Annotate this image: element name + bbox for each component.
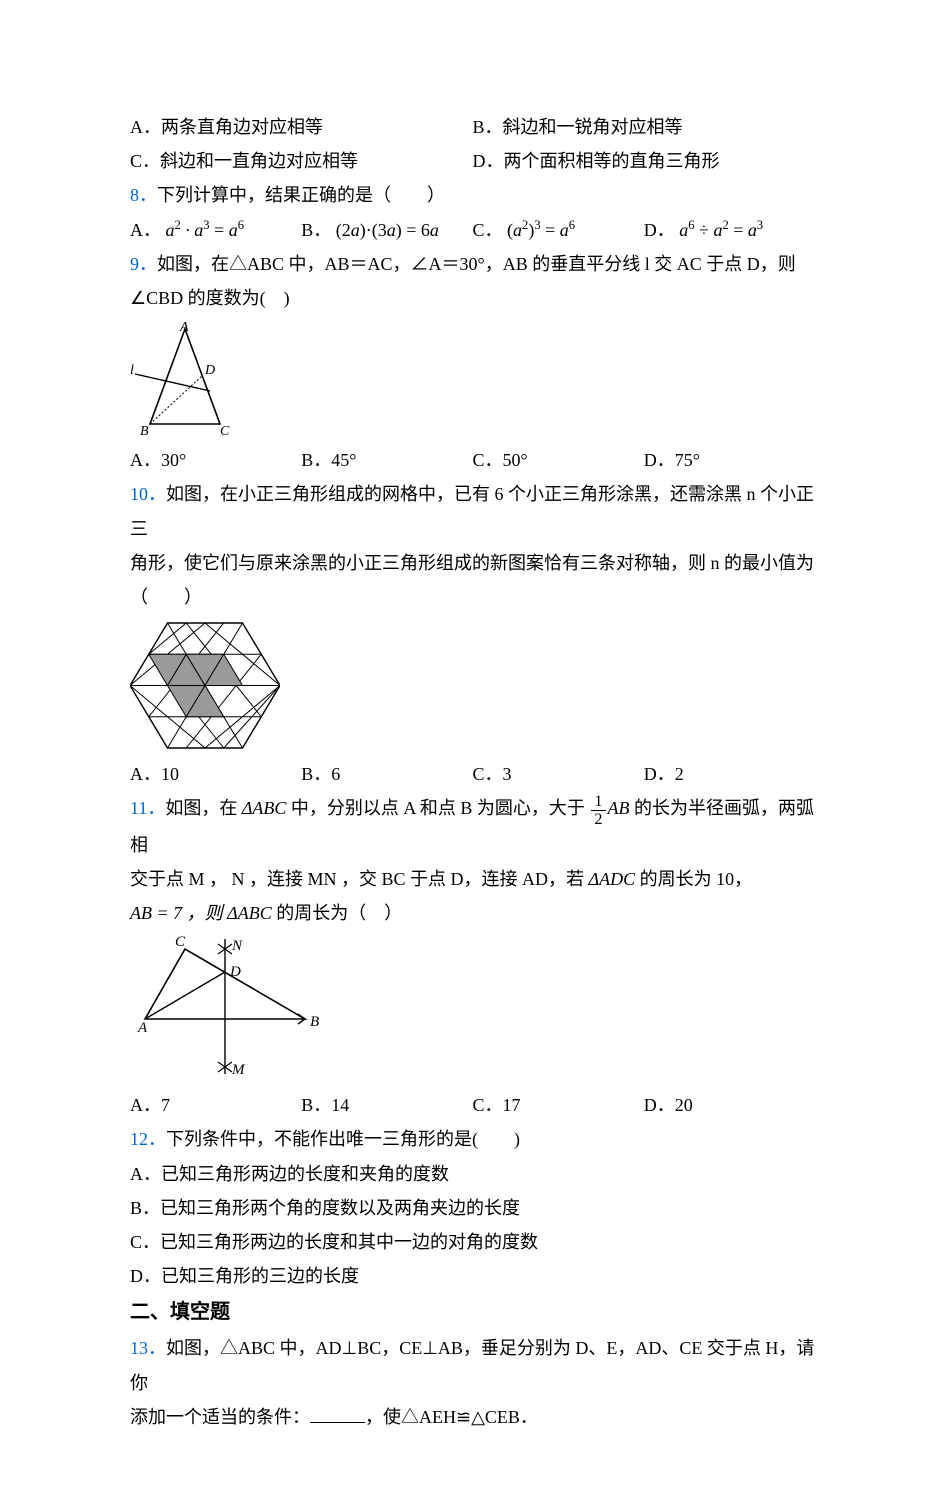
q11-number: 11． (130, 798, 165, 818)
q11-svg: A B C D N M (130, 934, 330, 1084)
q8-b-prefix: B． (301, 220, 331, 240)
q12-option-b: B．已知三角形两个角的度数以及两角夹边的长度 (130, 1191, 815, 1225)
q11-figure: A B C D N M (130, 934, 815, 1084)
q9-option-b: B．45° (301, 443, 472, 477)
q10-svg (130, 618, 280, 753)
q11-label-M: M (231, 1062, 246, 1078)
q12-option-a: A．已知三角形两边的长度和夹角的度数 (130, 1157, 815, 1191)
q11-t3b: 的周长为（ ） (272, 903, 403, 923)
q13-stem-line1: 13．如图，△ABC 中，AD⊥BC，CE⊥AB，垂足分别为 D、E，AD、CE… (130, 1331, 815, 1399)
q11-label-C: C (175, 934, 186, 950)
q12-stem: 12．下列条件中，不能作出唯一三角形的是( ) (130, 1122, 815, 1156)
q10-option-d: D．2 (644, 757, 815, 791)
q9-option-a: A．30° (130, 443, 301, 477)
q8-stem: 8．下列计算中，结果正确的是（ ） (130, 178, 815, 212)
q8-option-d: D． a6 ÷ a2 = a3 (644, 213, 815, 247)
q9-stem-line2: ∠CBD 的度数为( ) (130, 281, 815, 315)
q9-label-D: D (204, 363, 215, 378)
q11-label-N: N (231, 938, 243, 954)
q9-number: 9． (130, 254, 157, 274)
q13-stem-line2: 添加一个适当的条件： ，使△AEH≌△CEB． (130, 1400, 815, 1434)
q11-t1a: 如图，在 (165, 798, 242, 818)
q13-t2b: ，使△AEH≌△CEB． (365, 1407, 538, 1427)
q12-text: 下列条件中，不能作出唯一三角形的是( ) (166, 1129, 520, 1149)
q11-option-b: B．14 (301, 1088, 472, 1122)
q11-option-d: D．20 (644, 1088, 815, 1122)
q8-d-prefix: D． (644, 220, 675, 240)
q11-frac: 12 (591, 793, 605, 828)
q8-b-math: (2a)·(3a) = 6a (336, 220, 439, 240)
q11-frac-after: AB (608, 798, 630, 818)
q10-stem-line1: 10．如图，在小正三角形组成的网格中，已有 6 个小正三角形涂黑，还需涂黑 n … (130, 477, 815, 545)
fill-blank (310, 1404, 365, 1423)
section-2-title: 二、填空题 (130, 1293, 815, 1331)
q8-c-prefix: C． (473, 220, 503, 240)
q11-t2b: 的周长为 10， (635, 869, 752, 889)
q11-label-D: D (229, 964, 241, 980)
q9-label-B: B (140, 424, 149, 439)
q11-options: A．7 B．14 C．17 D．20 (130, 1088, 815, 1122)
q8-a-prefix: A． (130, 220, 161, 240)
exam-page: A．两条直角边对应相等 B．斜边和一锐角对应相等 C．斜边和一直角边对应相等 D… (0, 0, 945, 1494)
q11-tri3: ΔABC (227, 903, 272, 923)
q9-stem-line1: 9．如图，在△ABC 中，AB＝AC，∠A＝30°，AB 的垂直平分线 l 交 … (130, 247, 815, 281)
q11-stem-line2: 交于点 M ， N ，连接 MN ，交 BC 于点 D，连接 AD，若 ΔADC… (130, 862, 815, 896)
q10-option-a: A．10 (130, 757, 301, 791)
q9-label-C: C (220, 424, 230, 439)
q11-t1b: 中，分别以点 A 和点 B 为圆心，大于 (286, 798, 589, 818)
q8-option-a: A． a2 · a3 = a6 (130, 213, 301, 247)
q10-figure (130, 618, 815, 753)
q12-number: 12． (130, 1129, 166, 1149)
q11-option-c: C．17 (473, 1088, 644, 1122)
q11-tri1: ΔABC (242, 798, 287, 818)
q7-options-row2: C．斜边和一直角边对应相等 D．两个面积相等的直角三角形 (130, 144, 815, 178)
q8-option-c: C． (a2)3 = a6 (473, 213, 644, 247)
q7-option-b: B．斜边和一锐角对应相等 (473, 110, 816, 144)
q7-option-d: D．两个面积相等的直角三角形 (473, 144, 816, 178)
q9-option-d: D．75° (644, 443, 815, 477)
q8-c-math: (a2)3 = a6 (507, 220, 575, 240)
q10-number: 10． (130, 484, 166, 504)
q10-stem-line3: （ ） (130, 580, 815, 614)
q7-option-a: A．两条直角边对应相等 (130, 110, 473, 144)
q13-text1: 如图，△ABC 中，AD⊥BC，CE⊥AB，垂足分别为 D、E，AD、CE 交于… (130, 1338, 814, 1392)
frac-d: 2 (591, 811, 605, 828)
q8-option-b: B． (2a)·(3a) = 6a (301, 213, 472, 247)
q8-options: A． a2 · a3 = a6 B． (2a)·(3a) = 6a C． (a2… (130, 213, 815, 247)
q13-number: 13． (130, 1338, 166, 1358)
q11-t3a: AB = 7 ，则 (130, 903, 227, 923)
q11-label-B: B (310, 1014, 319, 1030)
q13-t2a: 添加一个适当的条件： (130, 1407, 310, 1427)
q9-label-l: l (130, 363, 134, 378)
q12-option-d: D．已知三角形的三边的长度 (130, 1259, 815, 1293)
q11-tri2: ΔADC (589, 869, 636, 889)
q8-a-math: a2 · a3 = a6 (166, 220, 245, 240)
q8-number: 8． (130, 185, 157, 205)
q10-option-c: C．3 (473, 757, 644, 791)
q7-options-row1: A．两条直角边对应相等 B．斜边和一锐角对应相等 (130, 110, 815, 144)
q9-svg: A B C D l (130, 319, 240, 439)
q10-options: A．10 B．6 C．3 D．2 (130, 757, 815, 791)
q11-stem-line1: 11．如图，在 ΔABC 中，分别以点 A 和点 B 为圆心，大于 12AB 的… (130, 791, 815, 862)
q9-options: A．30° B．45° C．50° D．75° (130, 443, 815, 477)
q9-figure: A B C D l (130, 319, 815, 439)
q10-option-b: B．6 (301, 757, 472, 791)
frac-n: 1 (591, 793, 605, 811)
q9-option-c: C．50° (473, 443, 644, 477)
q8-text: 下列计算中，结果正确的是（ ） (157, 185, 445, 205)
q9-text1: 如图，在△ABC 中，AB＝AC，∠A＝30°，AB 的垂直平分线 l 交 AC… (157, 254, 796, 274)
q10-stem-line2: 角形，使它们与原来涂黑的小正三角形组成的新图案恰有三条对称轴，则 n 的最小值为 (130, 546, 815, 580)
q11-label-A: A (137, 1020, 148, 1036)
q11-option-a: A．7 (130, 1088, 301, 1122)
q11-t2a: 交于点 M ， N ，连接 MN ，交 BC 于点 D，连接 AD，若 (130, 869, 589, 889)
q7-option-c: C．斜边和一直角边对应相等 (130, 144, 473, 178)
q12-option-c: C．已知三角形两边的长度和其中一边的对角的度数 (130, 1225, 815, 1259)
q10-text1: 如图，在小正三角形组成的网格中，已有 6 个小正三角形涂黑，还需涂黑 n 个小正… (130, 484, 814, 538)
q8-d-math: a6 ÷ a2 = a3 (679, 220, 763, 240)
q11-stem-line3: AB = 7 ，则 ΔABC 的周长为（ ） (130, 896, 815, 930)
q9-label-A: A (179, 320, 189, 335)
